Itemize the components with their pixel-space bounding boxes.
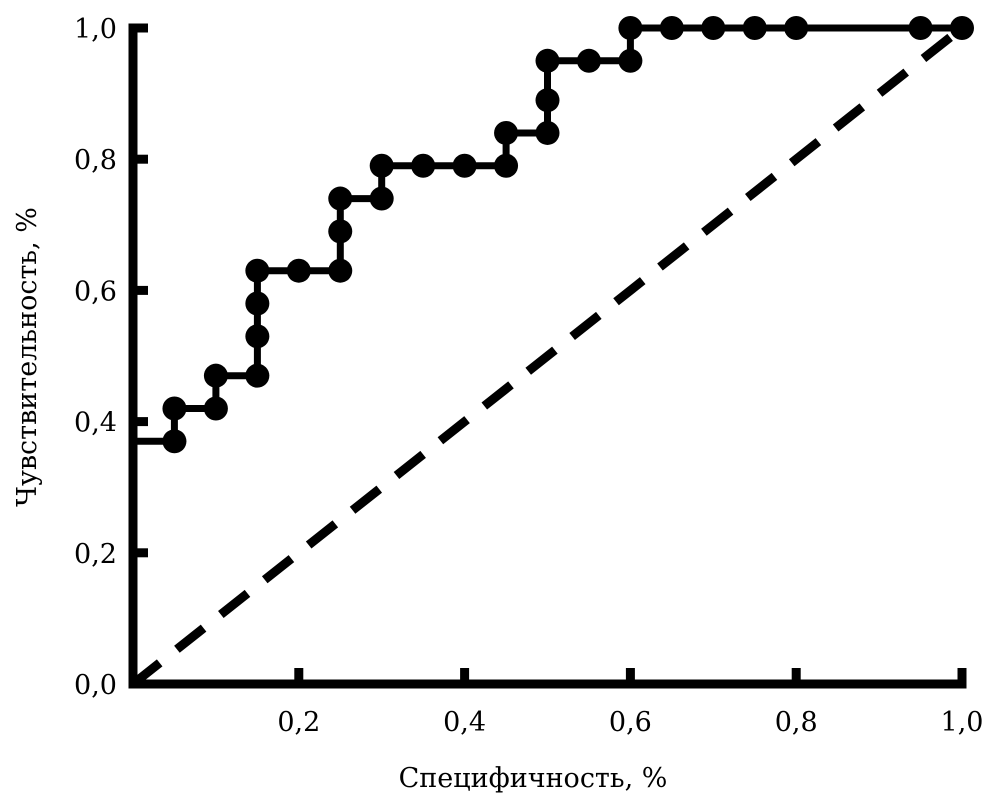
roc-point-marker — [576, 48, 601, 73]
roc-point-marker — [245, 363, 270, 388]
roc-point-marker — [659, 16, 684, 40]
roc-point-marker — [369, 153, 394, 178]
x-tick-label: 1,0 — [941, 707, 984, 738]
x-tick-label: 0,8 — [775, 707, 818, 738]
roc-point-marker — [494, 153, 519, 178]
x-tick-label: 0,4 — [443, 707, 486, 738]
roc-point-marker — [535, 120, 560, 145]
y-tick-label: 0,4 — [74, 408, 117, 439]
roc-point-marker — [328, 258, 353, 283]
tick-labels-group: 0,0 0,2 0,4 0,6 0,8 1,0 0,2 0,4 0,6 0,8 1,0 — [74, 14, 983, 738]
roc-point-marker — [203, 363, 228, 388]
roc-point-marker — [286, 258, 311, 283]
roc-point-marker — [950, 16, 974, 40]
roc-point-marker — [203, 396, 228, 421]
y-tick-label: 1,0 — [74, 14, 117, 45]
roc-point-marker — [162, 396, 187, 421]
roc-point-marker — [245, 258, 270, 283]
roc-point-marker — [162, 429, 187, 454]
roc-markers-group — [162, 16, 974, 454]
x-tick-label: 0,2 — [277, 707, 320, 738]
y-tick-label: 0,2 — [74, 539, 117, 570]
roc-point-marker — [245, 324, 270, 349]
roc-point-marker — [452, 153, 477, 178]
roc-point-marker — [908, 16, 933, 40]
roc-point-marker — [784, 16, 809, 40]
roc-point-marker — [742, 16, 767, 40]
y-tick-label: 0,0 — [74, 670, 117, 701]
axes-group — [128, 23, 967, 689]
y-tick-label: 0,6 — [74, 276, 117, 307]
roc-point-marker — [535, 88, 560, 113]
roc-point-marker — [245, 291, 270, 316]
reference-diagonal-line — [130, 24, 965, 688]
roc-point-marker — [328, 219, 353, 244]
x-axis-label: Специфичность, % — [399, 763, 668, 794]
roc-point-marker — [701, 16, 726, 40]
roc-point-marker — [535, 48, 560, 73]
y-axis-label: Чувствительность, % — [12, 207, 43, 507]
roc-point-marker — [411, 153, 436, 178]
roc-point-marker — [618, 48, 643, 73]
x-tick-label: 0,6 — [609, 707, 652, 738]
roc-point-marker — [328, 186, 353, 211]
roc-point-marker — [618, 16, 643, 40]
reference-line-group — [130, 24, 965, 688]
y-tick-label: 0,8 — [74, 145, 117, 176]
roc-point-marker — [369, 186, 394, 211]
roc-point-marker — [494, 120, 519, 145]
